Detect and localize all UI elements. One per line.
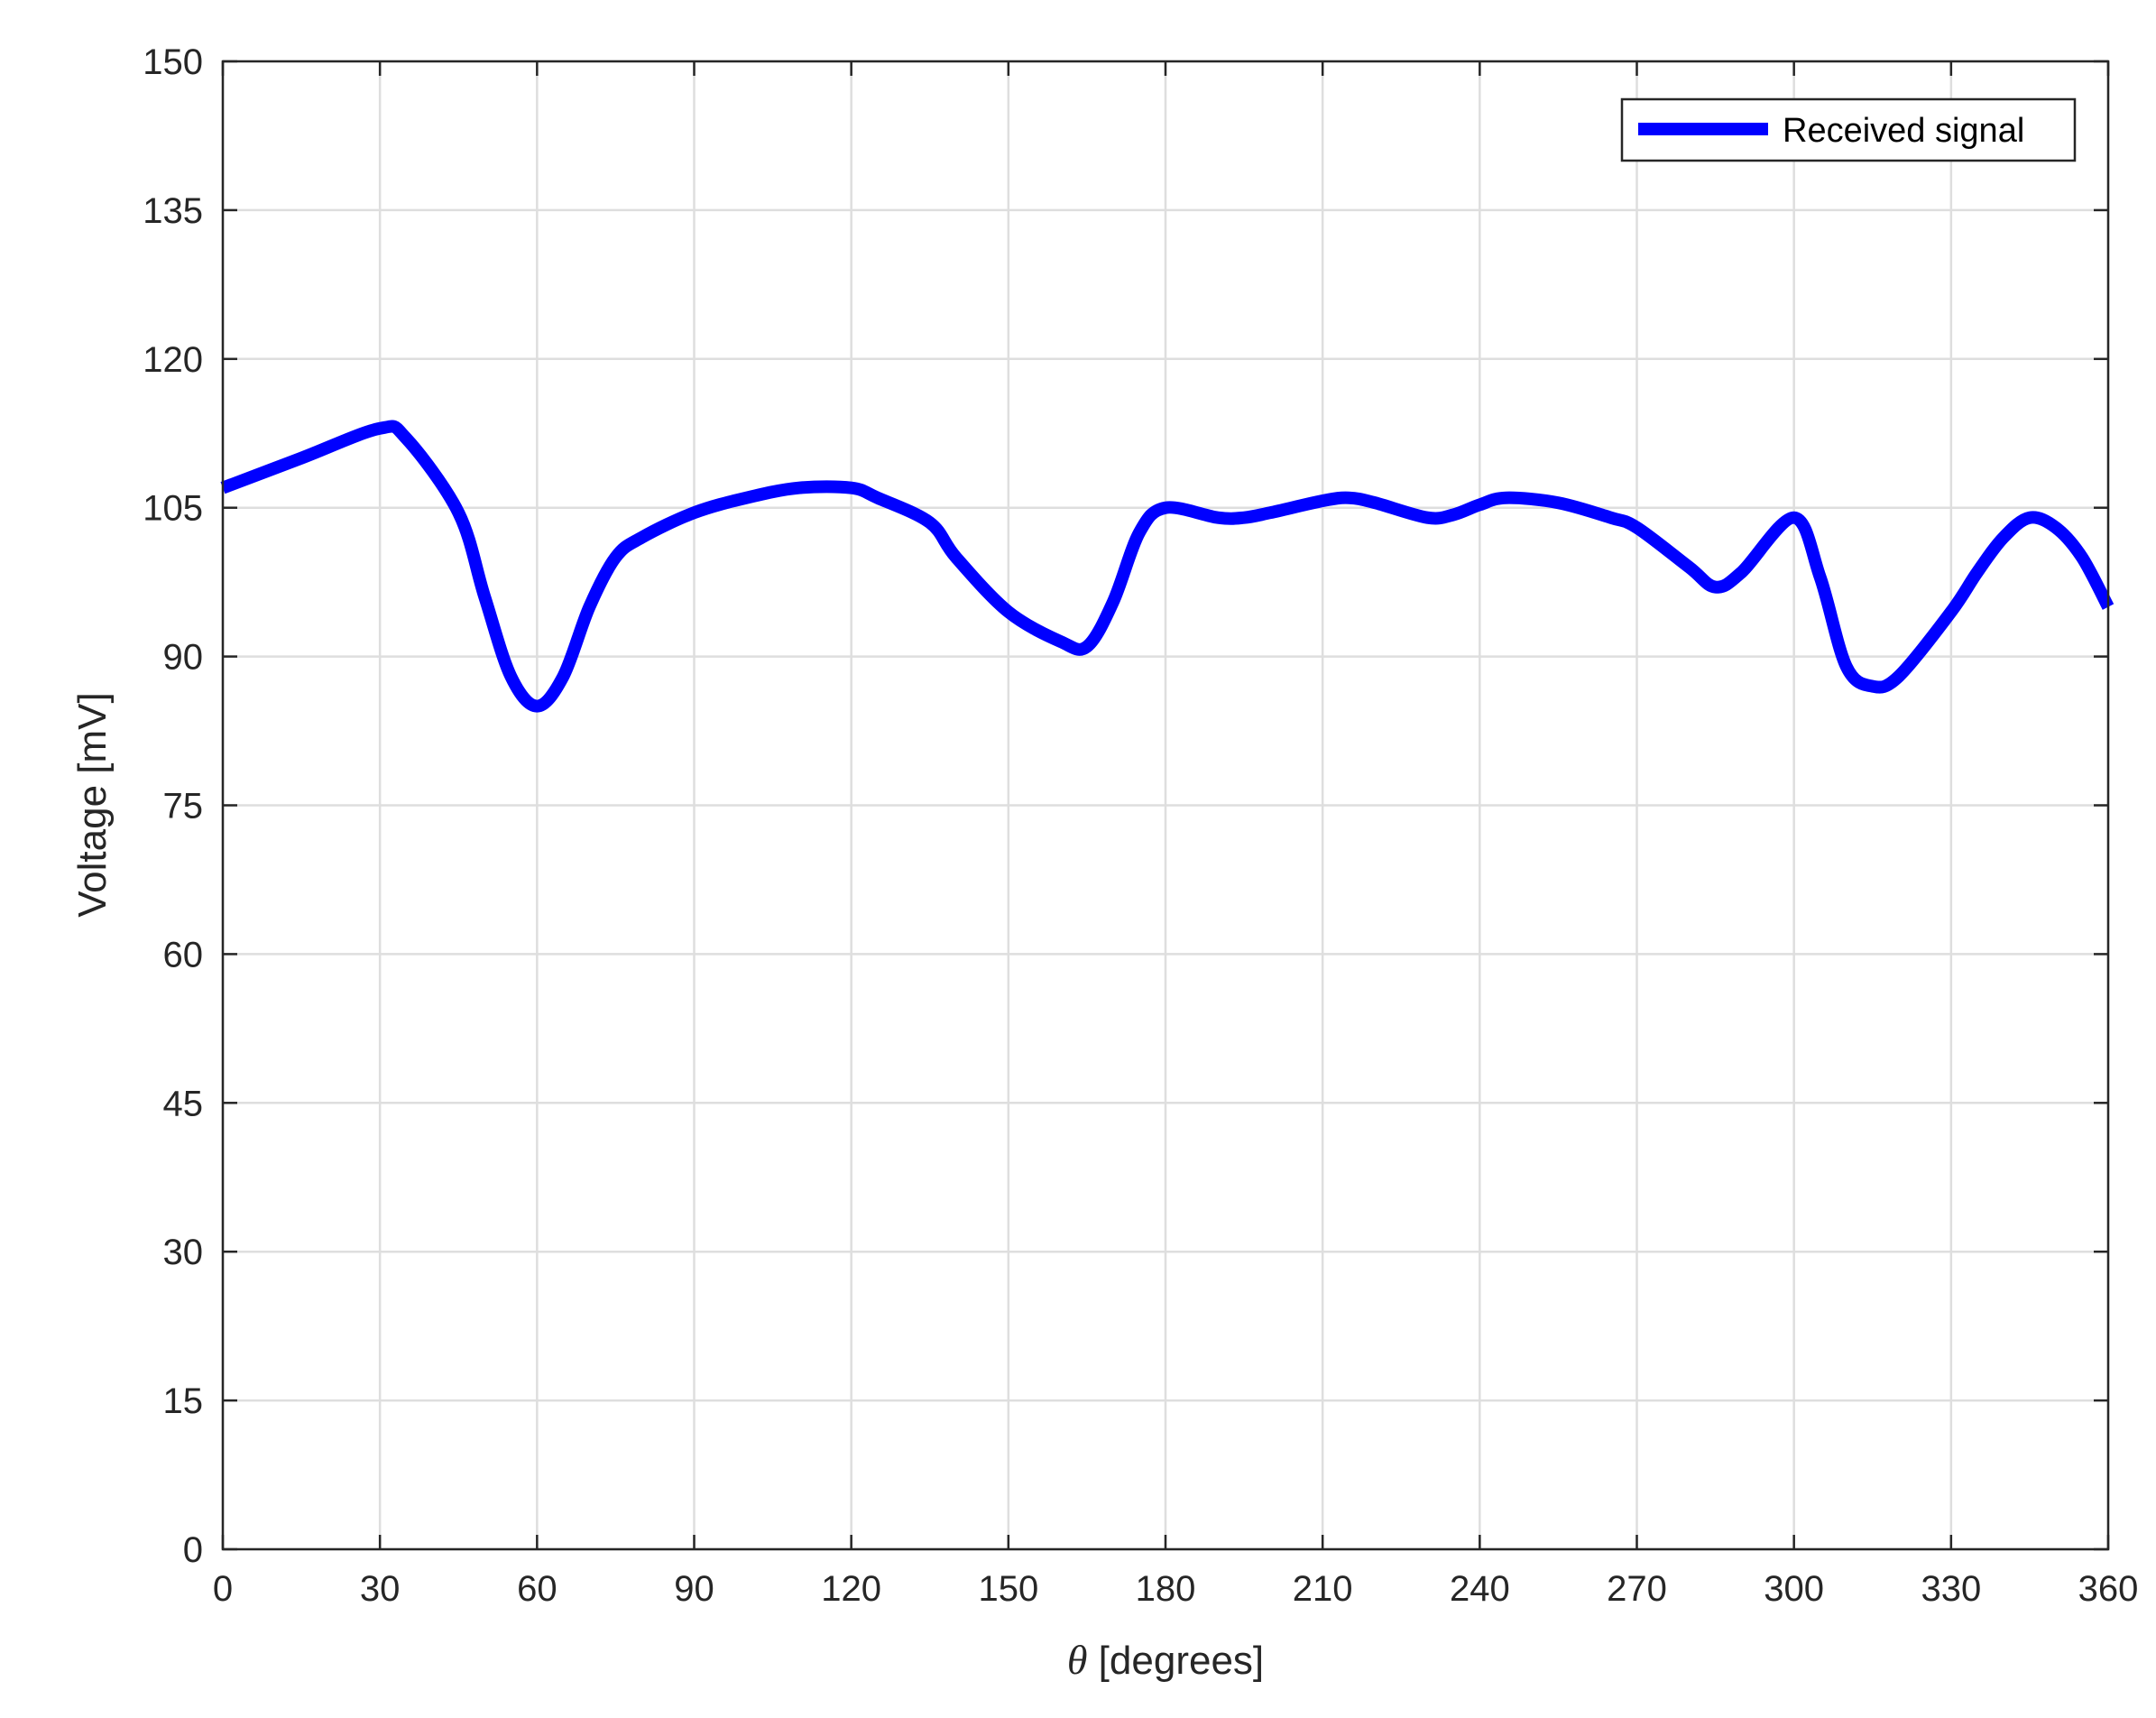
y-tick-labels: 0 15 30 45 60 75 90 105 120 135 150 xyxy=(143,42,203,1570)
y-axis-title: Voltage [mV] xyxy=(70,692,115,917)
x-tick-label: 240 xyxy=(1450,1569,1510,1609)
x-tick-label: 360 xyxy=(2078,1569,2139,1609)
legend: Received signal xyxy=(1620,97,2077,162)
x-axis-symbol: θ xyxy=(1067,1637,1088,1683)
x-tick-label: 120 xyxy=(821,1569,881,1609)
legend-label-received-signal: Received signal xyxy=(1783,112,2024,150)
x-axis-title: θ [degrees] xyxy=(1067,1637,1264,1683)
x-tick-label: 60 xyxy=(517,1569,557,1609)
y-tick-label: 0 xyxy=(183,1530,203,1570)
y-tick-label: 15 xyxy=(163,1381,204,1421)
y-tick-label: 75 xyxy=(163,787,204,827)
y-tick-label: 105 xyxy=(143,489,203,529)
x-tick-label: 300 xyxy=(1764,1569,1824,1609)
x-tick-labels: 0 30 60 90 120 150 180 210 240 270 300 330 360 xyxy=(213,1569,2139,1609)
y-tick-label: 45 xyxy=(163,1084,204,1123)
x-tick-label: 210 xyxy=(1293,1569,1353,1609)
y-tick-label: 120 xyxy=(143,340,203,380)
y-tick-label: 135 xyxy=(143,191,203,231)
x-tick-label: 0 xyxy=(213,1569,233,1609)
y-tick-label: 30 xyxy=(163,1233,204,1272)
y-tick-label: 90 xyxy=(163,638,204,678)
x-tick-label: 150 xyxy=(978,1569,1038,1609)
plot-frame xyxy=(221,60,2110,1551)
x-axis-unit: [degrees] xyxy=(1087,1639,1264,1683)
series-group xyxy=(220,420,2115,713)
y-tick-label: 150 xyxy=(143,42,203,82)
x-tick-label: 30 xyxy=(360,1569,401,1609)
series-line-0 xyxy=(220,420,2115,713)
x-tick-label: 90 xyxy=(674,1569,714,1609)
x-tick-label: 270 xyxy=(1607,1569,1667,1609)
x-tick-label: 330 xyxy=(1921,1569,1981,1609)
x-tick-label: 180 xyxy=(1136,1569,1196,1609)
y-tick-label: 60 xyxy=(163,935,204,974)
